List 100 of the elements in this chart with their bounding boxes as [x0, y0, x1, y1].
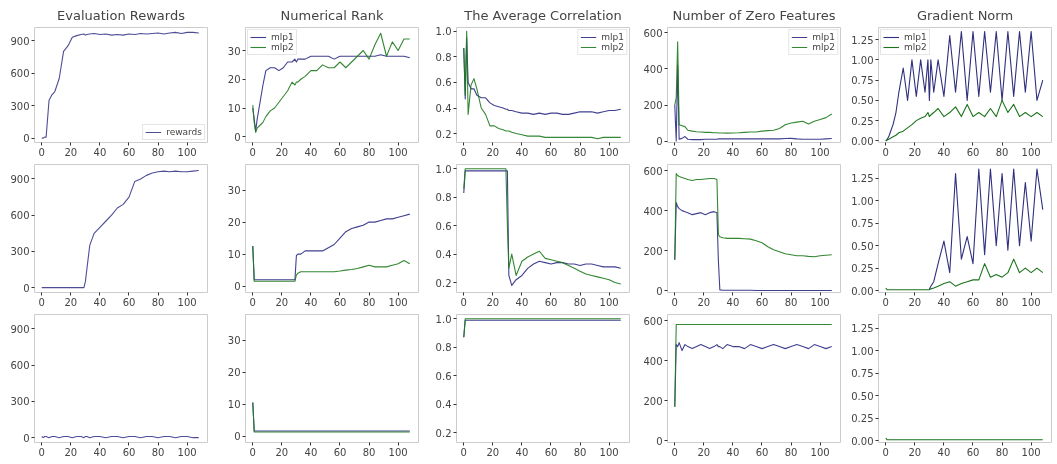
x-tick-label: 80 — [784, 446, 798, 458]
y-tick-label: 0.8 — [435, 51, 452, 63]
y-tick-label: 0.00 — [851, 285, 874, 297]
x-tick-label: 40 — [515, 146, 529, 158]
x-tick-label: 0 — [671, 146, 678, 158]
y-tick-label: 30 — [227, 45, 241, 57]
x-tick-label: 40 — [726, 146, 740, 158]
y-tick-label: 600 — [643, 165, 663, 177]
y-tick-label: 600 — [643, 315, 663, 327]
y-tick-label: 600 — [10, 68, 30, 80]
y-tick-label: 1.0 — [435, 26, 452, 38]
x-tick-label: 80 — [784, 296, 798, 308]
y-tick-label: 900 — [10, 35, 30, 47]
legend-label: mlp1 — [271, 32, 294, 42]
x-tick-label: 80 — [151, 146, 165, 158]
y-tick-label: 0.6 — [435, 220, 452, 232]
x-tick-label: 60 — [755, 296, 769, 308]
x-tick-label: 40 — [93, 446, 107, 458]
y-tick-label: 300 — [10, 246, 30, 258]
y-tick-label: 0.00 — [851, 435, 874, 447]
y-tick-label: 0 — [234, 131, 241, 143]
x-tick-label: 80 — [995, 146, 1009, 158]
x-tick-label: 100 — [599, 446, 619, 458]
x-tick-label: 60 — [755, 446, 769, 458]
x-tick-label: 20 — [908, 146, 922, 158]
y-tick-label: 0.25 — [851, 115, 874, 127]
x-tick-label: 80 — [151, 296, 165, 308]
x-tick-label: 80 — [573, 446, 587, 458]
x-tick-label: 20 — [275, 146, 289, 158]
y-tick-label: 400 — [643, 355, 663, 367]
x-tick-label: 20 — [697, 146, 711, 158]
y-tick-label: 10 — [227, 103, 241, 114]
x-tick-label: 100 — [810, 446, 830, 458]
x-tick-label: 0 — [671, 446, 678, 458]
y-tick-label: 1.00 — [851, 195, 874, 207]
y-tick-label: 0.4 — [435, 103, 452, 114]
y-tick-label: 0.75 — [851, 218, 874, 230]
y-tick-label: 1.25 — [851, 173, 874, 185]
chart-title: Gradient Norm — [916, 7, 1014, 23]
x-tick-label: 100 — [177, 296, 197, 308]
x-tick-label: 80 — [573, 296, 587, 308]
y-tick-label: 10 — [227, 249, 241, 261]
x-tick-label: 60 — [122, 296, 136, 308]
y-tick-label: 400 — [643, 63, 663, 75]
y-tick-label: 20 — [227, 367, 241, 379]
y-tick-label: 0.50 — [851, 390, 874, 402]
x-tick-label: 80 — [995, 446, 1009, 458]
x-tick-label: 0 — [882, 296, 889, 308]
legend-label: mlp1 — [601, 32, 624, 42]
y-tick-label: 20 — [227, 217, 241, 229]
x-tick-label: 80 — [362, 446, 376, 458]
x-tick-label: 0 — [882, 146, 889, 158]
x-tick-label: 100 — [177, 146, 197, 158]
x-tick-label: 20 — [64, 296, 78, 308]
x-tick-label: 80 — [151, 446, 165, 458]
x-tick-label: 100 — [177, 446, 197, 458]
y-tick-label: 30 — [227, 185, 241, 197]
x-tick-label: 40 — [304, 296, 318, 308]
y-tick-label: 0.2 — [435, 128, 452, 140]
y-tick-label: 600 — [10, 360, 30, 372]
x-tick-label: 0 — [38, 146, 45, 158]
chart-title: Number of Zero Features — [672, 7, 836, 23]
x-tick-label: 20 — [486, 296, 500, 308]
chart-title: Evaluation Rewards — [57, 7, 186, 23]
x-tick-label: 60 — [544, 446, 558, 458]
y-tick-label: 1.25 — [851, 34, 874, 46]
x-tick-label: 40 — [937, 146, 951, 158]
x-tick-label: 60 — [966, 146, 980, 158]
y-tick-label: 900 — [10, 173, 30, 185]
x-tick-label: 60 — [544, 296, 558, 308]
y-tick-label: 0.4 — [435, 249, 452, 261]
y-tick-label: 0.00 — [851, 135, 874, 147]
x-tick-label: 60 — [122, 146, 136, 158]
x-tick-label: 20 — [486, 146, 500, 158]
y-tick-label: 400 — [643, 205, 663, 217]
y-tick-label: 0.6 — [435, 77, 452, 89]
y-tick-label: 200 — [643, 245, 663, 257]
x-tick-label: 60 — [333, 146, 347, 158]
x-tick-label: 20 — [275, 446, 289, 458]
x-tick-label: 60 — [333, 446, 347, 458]
x-tick-label: 100 — [599, 296, 619, 308]
x-tick-label: 0 — [460, 446, 467, 458]
x-tick-label: 100 — [388, 446, 408, 458]
y-tick-label: 0 — [234, 431, 241, 443]
x-tick-label: 80 — [995, 296, 1009, 308]
x-tick-label: 60 — [966, 446, 980, 458]
y-tick-label: 600 — [643, 27, 663, 39]
y-tick-label: 0 — [23, 432, 30, 444]
y-tick-label: 0 — [23, 282, 30, 294]
y-tick-label: 30 — [227, 335, 241, 347]
y-tick-label: 0.75 — [851, 368, 874, 380]
x-tick-label: 20 — [908, 296, 922, 308]
x-tick-label: 0 — [38, 296, 45, 308]
y-tick-label: 0.50 — [851, 95, 874, 107]
y-tick-label: 300 — [10, 396, 30, 408]
x-tick-label: 100 — [388, 296, 408, 308]
x-tick-label: 80 — [362, 146, 376, 158]
chart-title: Numerical Rank — [280, 7, 384, 23]
x-tick-label: 40 — [304, 446, 318, 458]
y-tick-label: 0.2 — [435, 277, 452, 289]
